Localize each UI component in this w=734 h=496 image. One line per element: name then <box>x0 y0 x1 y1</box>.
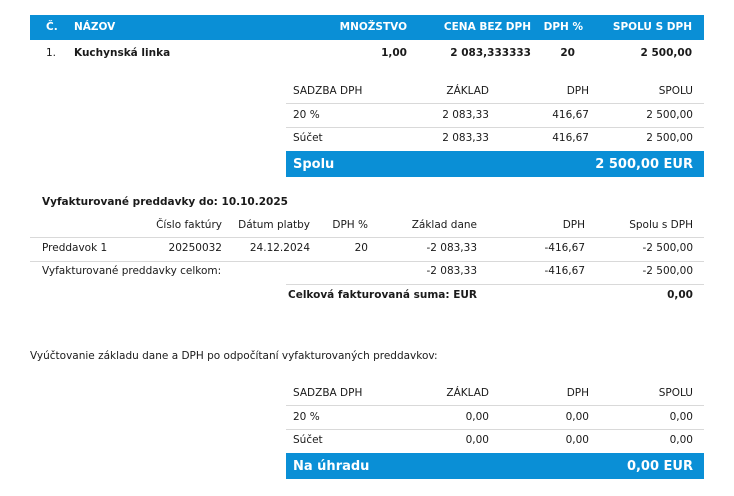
grand-label: Celková fakturovaná suma: EUR <box>288 289 477 301</box>
advances-title: Vyfakturované preddavky do: 10.10.2025 <box>42 196 288 208</box>
due-bar <box>286 453 704 479</box>
divider <box>286 103 704 104</box>
total-value: 2 500,00 EUR <box>595 157 693 172</box>
due-label: Na úhradu <box>293 459 370 474</box>
divider <box>30 237 704 238</box>
vat2-sum-label: Súčet <box>293 434 323 446</box>
adv-invoice: 20250032 <box>168 242 222 254</box>
divider <box>30 261 704 262</box>
vat-sum-amount: 416,67 <box>552 132 589 144</box>
vat-base: 2 083,33 <box>442 109 489 121</box>
item-vat: 20 <box>560 47 575 59</box>
adv-base: -2 083,33 <box>426 242 477 254</box>
items-table-header <box>30 15 704 40</box>
col-header-price: CENA BEZ DPH <box>443 21 531 33</box>
vat-rate: 20 % <box>293 109 320 121</box>
item-price: 2 083,333333 <box>450 47 531 59</box>
adv-header-dph: DPH <box>562 219 585 231</box>
vat-sum-label: Súčet <box>293 132 323 144</box>
vat2-sum-base: 0,00 <box>465 434 489 446</box>
item-name: Kuchynská linka <box>74 47 171 59</box>
grand-value: 0,00 <box>667 289 693 301</box>
total-label: Spolu <box>293 157 335 172</box>
vat2-sum-total: 0,00 <box>669 434 693 446</box>
vat-header-base: ZÁKLAD <box>446 85 489 97</box>
adv-sum-base: -2 083,33 <box>426 265 477 277</box>
adv-dph: -416,67 <box>544 242 585 254</box>
settlement-text: Vyúčtovanie základu dane a DPH po odpočí… <box>30 350 438 362</box>
adv-name: Preddavok 1 <box>42 242 108 254</box>
due-value: 0,00 EUR <box>626 459 693 474</box>
vat-sum-base: 2 083,33 <box>442 132 489 144</box>
vat2-header-total: SPOLU <box>658 387 693 399</box>
vat2-total: 0,00 <box>669 411 693 423</box>
divider <box>286 405 704 406</box>
vat-total: 2 500,00 <box>646 109 693 121</box>
adv-sum-total: -2 500,00 <box>642 265 693 277</box>
vat-header-rate: SADZBA DPH <box>293 85 363 97</box>
col-header-name: NÁZOV <box>74 21 116 33</box>
vat2-sum-amount: 0,00 <box>565 434 589 446</box>
adv-header-date: Dátum platby <box>238 219 310 231</box>
col-header-total: SPOLU S DPH <box>612 21 692 33</box>
vat2-header-vat: DPH <box>566 387 589 399</box>
adv-sum-dph: -416,67 <box>544 265 585 277</box>
divider <box>286 284 704 285</box>
adv-header-total: Spolu s DPH <box>629 219 693 231</box>
vat-header-vat: DPH <box>566 85 589 97</box>
adv-date: 24.12.2024 <box>249 242 310 254</box>
vat2-amount: 0,00 <box>565 411 589 423</box>
vat2-rate: 20 % <box>293 411 320 423</box>
total-bar <box>286 151 704 177</box>
adv-vat: 20 <box>354 242 368 254</box>
adv-sum-label: Vyfakturované preddavky celkom: <box>42 265 222 277</box>
col-header-vat: DPH % <box>543 21 583 33</box>
vat2-header-rate: SADZBA DPH <box>293 387 363 399</box>
item-total: 2 500,00 <box>640 47 692 59</box>
vat2-header-base: ZÁKLAD <box>446 387 489 399</box>
item-no: 1. <box>46 47 57 59</box>
adv-header-vat: DPH % <box>332 219 368 231</box>
vat2-base: 0,00 <box>465 411 489 423</box>
col-header-qty: MNOŽSTVO <box>339 21 407 33</box>
divider <box>286 429 704 430</box>
vat-header-total: SPOLU <box>658 85 693 97</box>
adv-total: -2 500,00 <box>642 242 693 254</box>
item-qty: 1,00 <box>381 47 407 59</box>
adv-header-invoice: Číslo faktúry <box>156 219 222 231</box>
adv-header-base: Základ dane <box>411 219 477 231</box>
vat-sum-total: 2 500,00 <box>646 132 693 144</box>
divider <box>286 127 704 128</box>
vat-amount: 416,67 <box>552 109 589 121</box>
col-header-no: Č. <box>46 21 58 33</box>
